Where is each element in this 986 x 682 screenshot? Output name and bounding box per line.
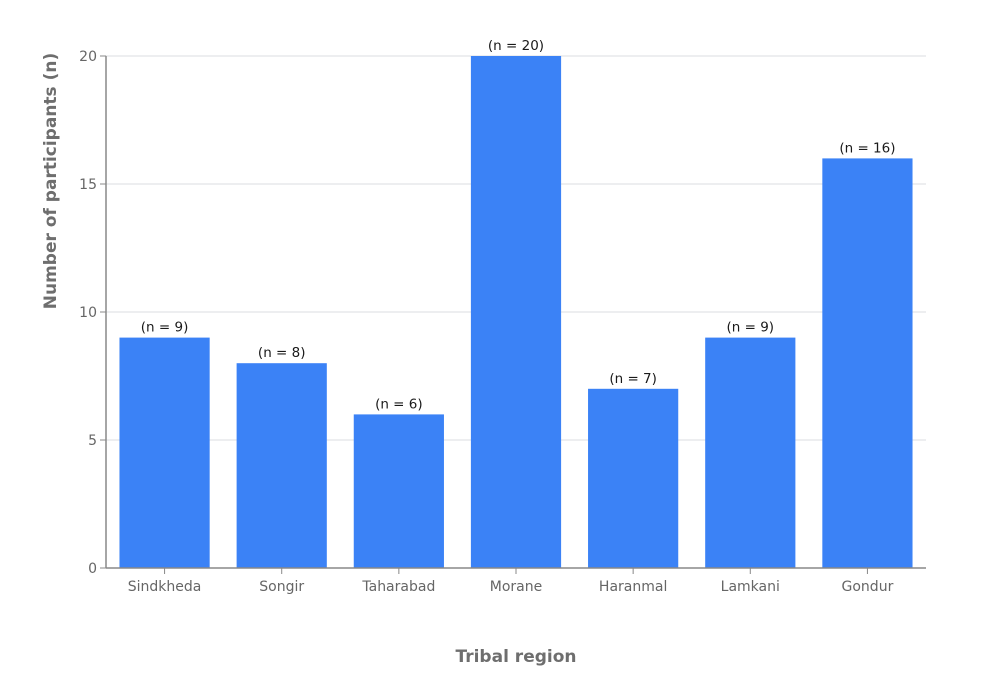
y-tick-label: 5: [88, 433, 97, 449]
bar-data-label: (n = 8): [258, 345, 306, 361]
bar-songir: [236, 363, 327, 568]
y-tick-label: 15: [79, 177, 97, 193]
bar-data-label: (n = 6): [375, 396, 423, 412]
bar-data-label: (n = 20): [488, 38, 544, 54]
bar-data-label: (n = 16): [839, 140, 895, 156]
x-tick-label: Taharabad: [361, 579, 435, 595]
bar-gondur: [822, 158, 913, 568]
bar-sindkheda: [119, 337, 210, 568]
y-tick-label: 20: [79, 49, 97, 65]
x-tick-label: Morane: [490, 579, 542, 595]
bar-taharabad: [353, 414, 444, 568]
x-tick-label: Lamkani: [721, 579, 780, 595]
y-tick-label: 0: [88, 561, 97, 577]
x-tick-label: Gondur: [842, 579, 894, 595]
bar-data-label: (n = 7): [609, 371, 657, 387]
y-axis-title: Number of participants (n): [41, 53, 61, 309]
x-tick-label: Sindkheda: [128, 579, 202, 595]
bar-lamkani: [705, 337, 796, 568]
bar-data-label: (n = 9): [726, 320, 774, 336]
bars: (n = 9) (n = 8) (n = 6) (n = 20) (n = 7) (n =…: [119, 38, 913, 568]
bar-morane: [470, 56, 562, 568]
x-axis-title: Tribal region: [455, 647, 576, 667]
axes: 0 5 10 15 20 Sindkheda Songir Taharabad Morane Ha…: [79, 49, 926, 595]
bar-data-label: (n = 9): [141, 320, 189, 336]
x-tick-label: Songir: [259, 579, 304, 595]
bar-haranmal: [588, 388, 679, 568]
x-tick-label: Haranmal: [599, 579, 667, 595]
y-tick-label: 10: [79, 305, 97, 321]
